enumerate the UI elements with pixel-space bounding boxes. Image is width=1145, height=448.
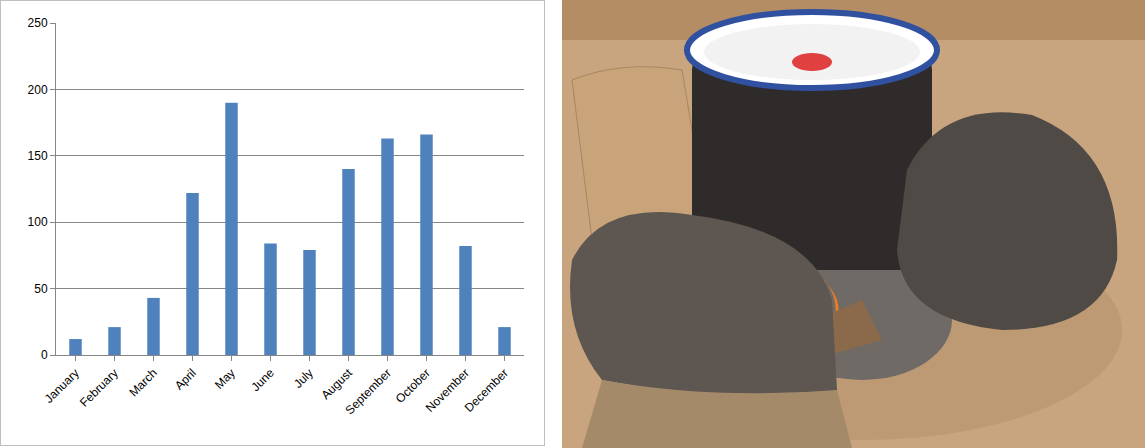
svg-text:150: 150 [28,149,48,163]
svg-text:July: July [291,366,316,391]
svg-text:June: June [249,366,278,395]
svg-text:November: November [423,366,472,415]
svg-text:May: May [212,366,238,392]
svg-text:October: October [393,366,433,406]
svg-text:January: January [42,366,82,406]
svg-text:December: December [462,366,511,415]
svg-text:September: September [342,366,393,417]
svg-text:0: 0 [41,348,48,362]
svg-text:250: 250 [28,16,48,30]
svg-text:200: 200 [28,83,48,97]
svg-text:February: February [77,366,121,410]
svg-text:April: April [172,366,199,393]
svg-text:August: August [319,365,356,402]
svg-text:100: 100 [28,215,48,229]
svg-text:50: 50 [34,282,48,296]
svg-text:March: March [126,366,159,399]
